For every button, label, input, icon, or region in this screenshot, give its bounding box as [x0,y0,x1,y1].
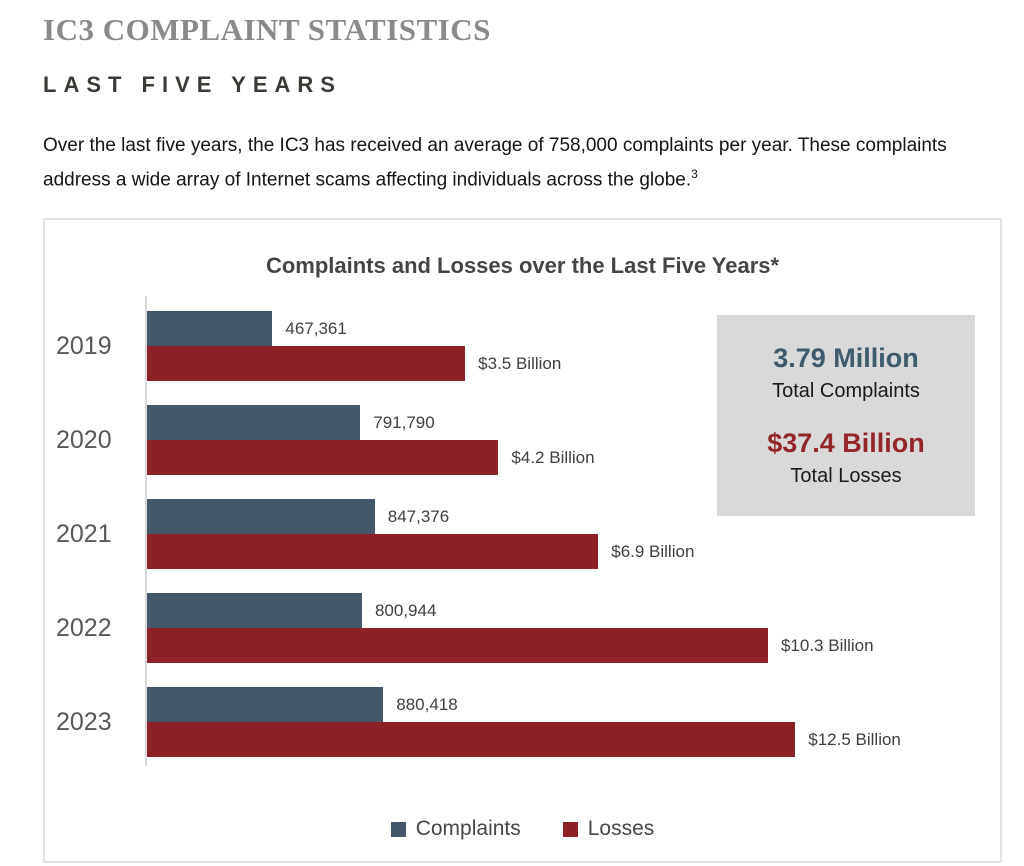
complaints-bar [147,311,273,347]
losses-value-label: $12.5 Billion [808,729,901,749]
legend-label-complaints: Complaints [415,817,521,841]
bar-group: 800,944 $10.3 Billion [145,593,1000,664]
chart-card: Complaints and Losses over the Last Five… [43,218,1002,864]
category-label: 2022 [56,613,112,642]
category-label: 2019 [56,331,112,360]
losses-value-label: $6.9 Billion [611,541,695,561]
complaints-bar [147,499,375,535]
section-subtitle: LAST FIVE YEARS [43,72,342,97]
legend-item-complaints: Complaints [390,817,521,841]
total-losses-value: $37.4 Billion [767,427,925,458]
bar-group: 880,418 $12.5 Billion [145,687,1000,758]
losses-bar [147,534,599,570]
losses-bar [147,722,796,758]
total-losses-label: Total Losses [790,464,902,487]
complaints-bar [147,405,361,441]
chart-row-2022: 2022 800,944 $10.3 Billion [45,593,1000,664]
complaints-value-label: 847,376 [387,506,450,526]
bar-group: 467,361 $3.5 Billion [145,311,1000,382]
complaints-swatch-icon [390,821,406,837]
bar-group: 847,376 $6.9 Billion [145,499,1000,570]
losses-value-label: $4.2 Billion [511,447,595,467]
losses-bar [147,440,499,476]
intro-paragraph: Over the last five years, the IC3 has re… [43,132,1004,194]
category-label: 2023 [56,707,112,736]
chart-plot-area: 2019 467,361 $3.5 Billion 2020 [45,296,1000,767]
chart-legend: Complaints Losses [45,817,1000,841]
chart-row-2023: 2023 880,418 $12.5 Billion [45,687,1000,758]
complaints-value-label: 880,418 [396,694,458,714]
complaints-value-label: 467,361 [285,318,347,338]
total-complaints-label: Total Complaints [772,379,920,402]
page-title: IC3 COMPLAINT STATISTICS [43,12,491,47]
legend-item-losses: Losses [562,817,655,841]
summary-box: 3.79 Million Total Complaints $37.4 Bill… [717,315,975,517]
complaints-value-label: 800,944 [374,600,437,620]
intro-text: Over the last five years, the IC3 has re… [43,135,947,191]
complaints-bar [147,687,384,723]
legend-label-losses: Losses [587,817,655,841]
losses-swatch-icon [562,821,578,837]
complaints-bar [147,593,362,629]
category-label: 2021 [56,519,112,548]
y-axis-line [145,296,147,767]
losses-value-label: $3.5 Billion [478,353,562,373]
losses-value-label: $10.3 Billion [780,635,874,655]
chart-title: Complaints and Losses over the Last Five… [265,253,780,279]
losses-bar [147,628,768,664]
category-label: 2020 [56,425,112,454]
footnote-marker: 3 [691,167,698,181]
chart-row-2019: 2019 467,361 $3.5 Billion [45,311,1000,382]
losses-bar [147,346,466,382]
bar-group: 791,790 $4.2 Billion [145,405,1000,476]
complaints-value-label: 791,790 [373,412,435,432]
chart-row-2021: 2021 847,376 $6.9 Billion [45,499,1000,570]
chart-row-2020: 2020 791,790 $4.2 Billion [45,405,1000,476]
total-complaints-value: 3.79 Million [773,342,919,373]
